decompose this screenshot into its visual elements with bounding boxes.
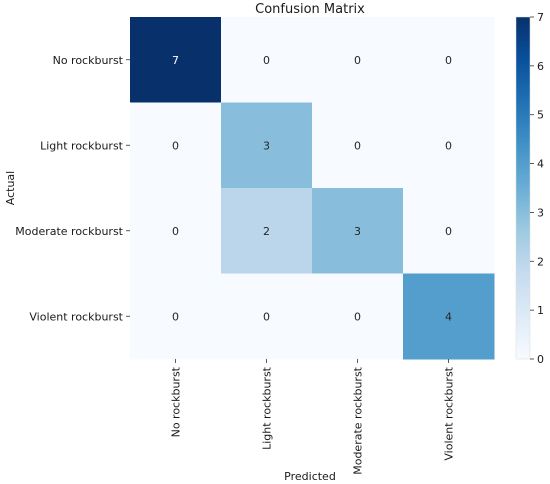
heatmap-cell (312, 188, 404, 274)
heatmap-cell (312, 273, 404, 360)
colorbar-ticks: 0 1 2 3 4 5 6 7 (530, 11, 544, 366)
cell-value-label: 0 (263, 310, 270, 323)
x-tick-label: No rockburst (170, 366, 183, 437)
colorbar (515, 16, 531, 360)
heatmap-cell (221, 102, 313, 189)
colorbar-tick-label: 3 (537, 206, 544, 219)
heatmap-cell (312, 102, 404, 189)
heatmap-cell (312, 17, 404, 103)
x-tick-label: Light rockburst (261, 366, 274, 450)
colorbar-tick-label: 0 (537, 353, 544, 366)
cell-value-label: 0 (445, 225, 452, 238)
heatmap-cell (130, 188, 222, 274)
heatmap-cell (403, 102, 495, 189)
heatmap-cell (221, 188, 313, 274)
cell-value-label: 0 (172, 225, 179, 238)
y-tick-label: Moderate rockburst (15, 225, 123, 238)
x-axis-label: Predicted (284, 470, 336, 483)
y-axis-label: Actual (4, 171, 17, 205)
colorbar-tick-label: 1 (537, 304, 544, 317)
heatmap-cell (221, 273, 313, 360)
cell-value-label: 0 (445, 54, 452, 67)
chart-title: Confusion Matrix (255, 2, 365, 17)
cell-value-label: 4 (445, 310, 452, 323)
cell-value-label: 3 (263, 139, 270, 152)
colorbar-tick-label: 2 (537, 255, 544, 268)
cell-value-label: 0 (354, 310, 361, 323)
x-axis-ticks: No rockburst Light rockburst Moderate rock… (170, 359, 456, 475)
cell-value-label: 0 (172, 139, 179, 152)
colorbar-tick-label: 6 (537, 60, 544, 73)
cell-value-label: 0 (354, 139, 361, 152)
cell-value-label: 2 (263, 225, 270, 238)
cell-value-label: 7 (172, 54, 179, 67)
cell-value-label: 3 (354, 225, 361, 238)
y-tick-label: Light rockburst (40, 139, 124, 152)
cell-value-label: 0 (172, 310, 179, 323)
y-tick-label: No rockburst (53, 54, 124, 67)
heatmap-cell (403, 273, 495, 360)
cell-value-label: 0 (354, 54, 361, 67)
colorbar-tick-label: 5 (537, 109, 544, 122)
heatmap-cells (130, 17, 495, 360)
x-tick-label: Moderate rockburst (352, 366, 365, 474)
cell-value-label: 0 (263, 54, 270, 67)
heatmap-cell (130, 273, 222, 360)
y-axis-ticks: No rockburst Light rockburst Moderate rock… (15, 54, 130, 323)
colorbar-tick-label: 7 (537, 11, 544, 24)
x-tick-label: Violent rockburst (443, 366, 456, 460)
cell-value-label: 0 (445, 139, 452, 152)
heatmap-cell (403, 17, 495, 103)
heatmap-cell (130, 17, 222, 103)
heatmap-cell-labels: 7 0 0 0 0 3 0 0 0 2 3 0 0 0 0 4 (172, 54, 452, 324)
y-tick-label: Violent rockburst (29, 310, 123, 323)
colorbar-tick-label: 4 (537, 158, 544, 171)
heatmap-cell (403, 188, 495, 274)
heatmap-cell (130, 102, 222, 189)
heatmap-cell (221, 17, 313, 103)
